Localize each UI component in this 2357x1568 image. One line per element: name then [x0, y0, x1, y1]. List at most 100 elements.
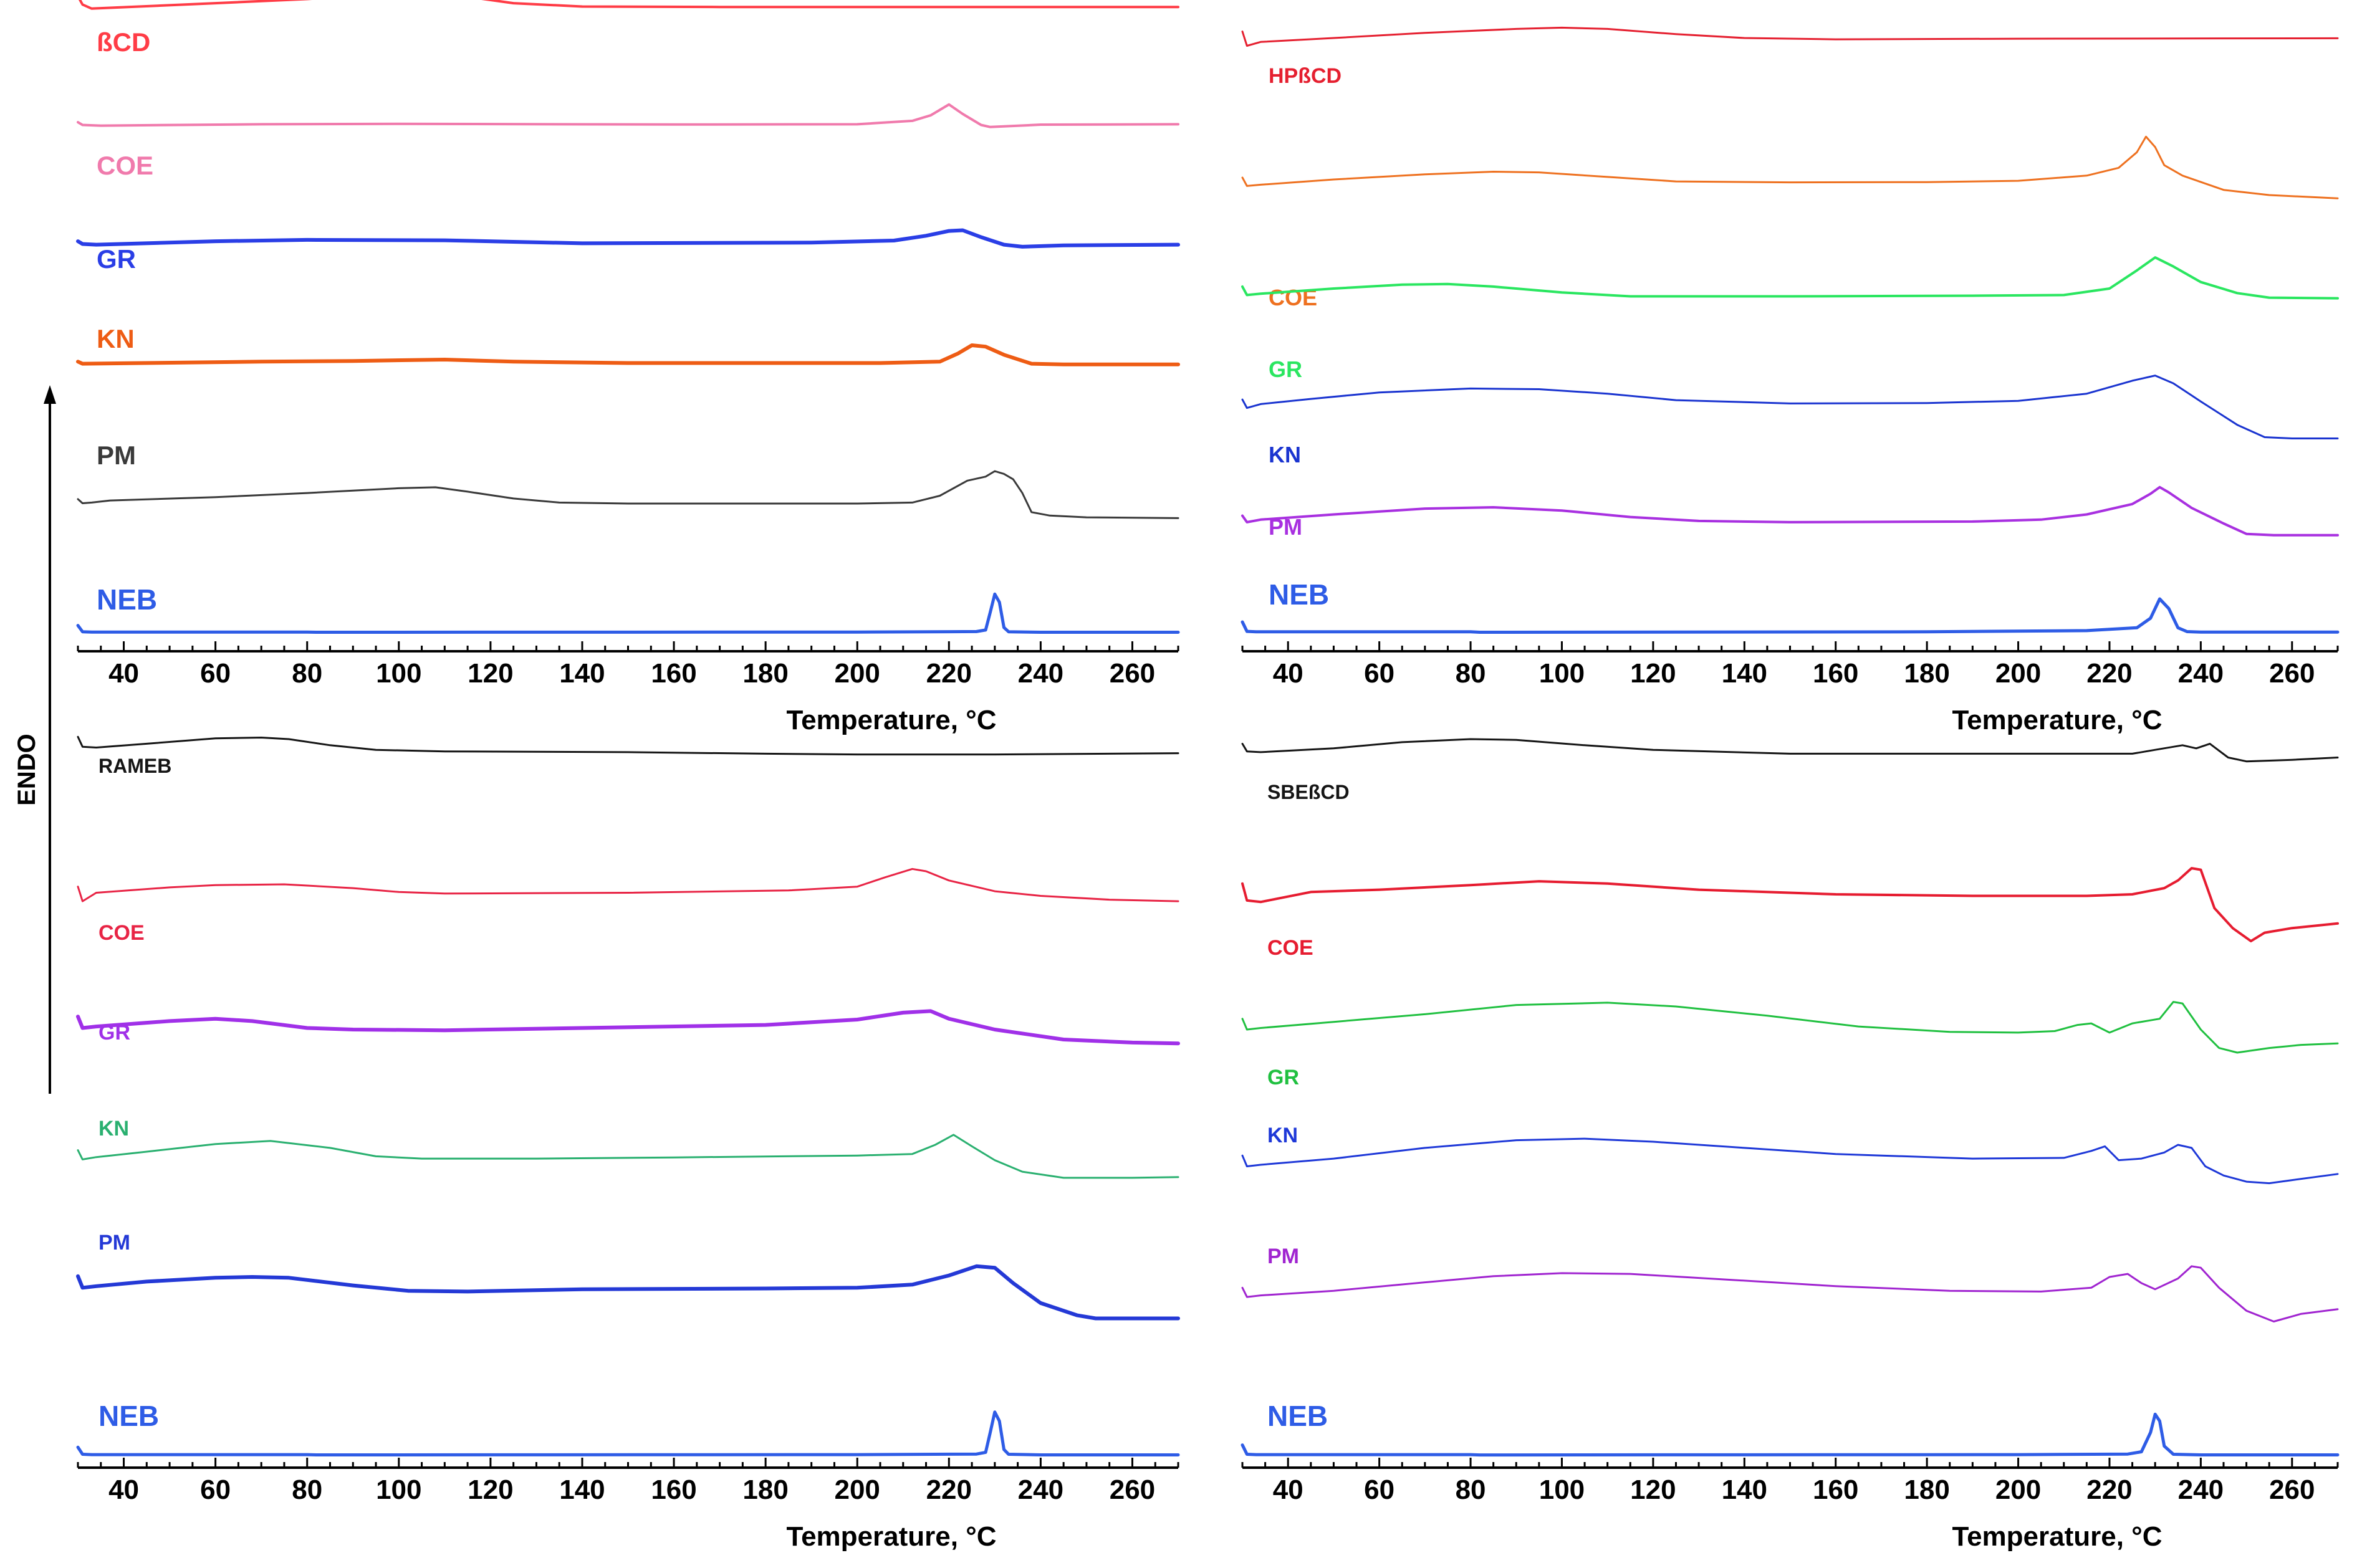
series-curve-neb — [1241, 1412, 2340, 1457]
x-tick-label: 200 — [1995, 1475, 2041, 1505]
series-label-kn: KN — [1267, 1124, 1298, 1147]
x-tick-label: 180 — [1904, 658, 1949, 689]
series-label-pm: PM — [98, 1231, 130, 1255]
x-tick-label: 260 — [2269, 658, 2315, 689]
series-curve-sbeßcd — [1241, 738, 2339, 763]
series-label-kn: KN — [97, 324, 135, 353]
series-label-coe: COE — [98, 921, 145, 945]
x-tick-label: 160 — [1813, 1475, 1858, 1505]
series-curve-kn — [77, 1134, 1179, 1179]
x-tick-label: 100 — [1539, 1475, 1585, 1505]
x-axis-title: Temperature, °C — [1952, 1521, 2162, 1552]
x-tick-label: 120 — [468, 658, 513, 689]
x-tick-label: 60 — [200, 658, 231, 689]
x-tick-label: 260 — [2269, 1475, 2315, 1505]
series-label-kn: KN — [1269, 442, 1301, 467]
x-tick-label: 80 — [292, 658, 322, 689]
x-tick-label: 120 — [1630, 658, 1676, 689]
series-curve-neb — [76, 1410, 1180, 1456]
series-label-gr: GR — [1269, 356, 1302, 382]
x-tick-label: 60 — [1364, 1475, 1395, 1505]
x-tick-label: 120 — [1630, 1475, 1676, 1505]
series-label-pm: PM — [1269, 514, 1302, 540]
x-tick-label: 80 — [1456, 658, 1486, 689]
x-tick-label: 260 — [1110, 658, 1155, 689]
x-axis-title: Temperature, °C — [786, 1521, 996, 1552]
series-label-coe: COE — [1269, 285, 1317, 310]
series-curve-pm — [76, 1264, 1180, 1321]
series-curve-gr — [1241, 256, 2339, 300]
series-curve-gr — [1241, 1001, 2339, 1054]
series-curve-rameb — [77, 735, 1179, 756]
x-tick-label: 60 — [200, 1475, 231, 1505]
x-tick-label: 100 — [376, 658, 421, 689]
x-tick-label: 80 — [1456, 1475, 1486, 1505]
series-curve-ßcd — [79, 0, 1179, 10]
x-tick-label: 140 — [1722, 1475, 1767, 1505]
series-curve-pm — [1241, 485, 2339, 537]
series-label-pm: PM — [97, 441, 136, 470]
x-tick-label: 60 — [1364, 658, 1395, 689]
series-label-sbeßcd: SBEßCD — [1267, 781, 1350, 803]
x-tick-label: 200 — [834, 1475, 880, 1505]
series-label-hpßcd: HPßCD — [1269, 64, 1342, 88]
series-curve-gr — [76, 1009, 1180, 1046]
x-tick-label: 100 — [1539, 658, 1585, 689]
series-label-gr: GR — [97, 244, 136, 274]
series-curve-neb — [76, 592, 1180, 634]
series-curve-kn — [1241, 375, 2339, 439]
series-label-gr: GR — [1267, 1066, 1299, 1089]
series-label-kn: KN — [98, 1117, 129, 1140]
series-curve-kn — [1241, 1137, 2339, 1185]
x-tick-label: 40 — [1273, 658, 1303, 689]
series-curve-coe — [1241, 135, 2339, 199]
x-tick-label: 160 — [1813, 658, 1858, 689]
x-tick-label: 120 — [468, 1475, 513, 1505]
x-axis-title: Temperature, °C — [786, 705, 996, 735]
x-tick-label: 140 — [559, 658, 605, 689]
series-label-neb: NEB — [1267, 1400, 1328, 1432]
series-curve-coe — [1241, 867, 2339, 943]
series-curve-neb — [1241, 597, 2340, 634]
x-tick-label: 160 — [651, 658, 696, 689]
endo-arrow-head-icon — [44, 385, 56, 404]
x-tick-label: 220 — [2086, 658, 2132, 689]
x-tick-label: 80 — [292, 1475, 322, 1505]
x-tick-label: 140 — [559, 1475, 605, 1505]
series-curve-pm — [77, 470, 1179, 519]
series-label-ßcd: ßCD — [97, 27, 150, 57]
series-label-neb: NEB — [97, 583, 157, 616]
series-curve-hpßcd — [1241, 26, 2339, 47]
series-curve-pm — [1241, 1265, 2339, 1322]
x-tick-label: 260 — [1110, 1475, 1155, 1505]
panel-sbebcd: SBEßCD COE GR KN PM NEB 40 60 80 100 120 140 160 180 2… — [1241, 738, 2340, 1552]
endo-label: ENDO — [13, 734, 41, 806]
x-tick-label: 220 — [926, 658, 972, 689]
x-tick-label: 220 — [2086, 1475, 2132, 1505]
x-tick-label: 240 — [1018, 658, 1063, 689]
series-label-rameb: RAMEB — [98, 755, 171, 777]
x-tick-label: 180 — [742, 1475, 788, 1505]
series-label-neb: NEB — [1269, 578, 1329, 611]
series-curve-coe — [77, 103, 1179, 128]
x-tick-label: 180 — [1904, 1475, 1949, 1505]
x-tick-label: 140 — [1722, 658, 1767, 689]
x-tick-label: 200 — [1995, 658, 2041, 689]
x-tick-label: 200 — [834, 658, 880, 689]
series-curve-kn — [76, 343, 1180, 366]
x-tick-label: 220 — [926, 1475, 972, 1505]
panel-rameb: RAMEB COE GR KN PM NEB 40 60 80 100 120 140 160 180 20… — [76, 735, 1180, 1552]
series-label-coe: COE — [97, 151, 153, 180]
series-label-coe: COE — [1267, 936, 1313, 960]
series-label-gr: GR — [98, 1021, 130, 1045]
series-label-neb: NEB — [98, 1400, 159, 1432]
series-curve-gr — [76, 228, 1180, 249]
panel-hpbcd: HPßCD COE GR KN PM NEB 40 60 80 100 120 140 160 180 20… — [1241, 26, 2340, 735]
x-tick-label: 240 — [2178, 658, 2224, 689]
x-tick-label: 100 — [376, 1475, 421, 1505]
series-label-pm: PM — [1267, 1245, 1299, 1268]
series-curve-coe — [77, 868, 1179, 902]
panels-group: ßCD COE GR KN PM NEB 40 60 80 100 120 140 160 180 200 2… — [76, 0, 2340, 1552]
